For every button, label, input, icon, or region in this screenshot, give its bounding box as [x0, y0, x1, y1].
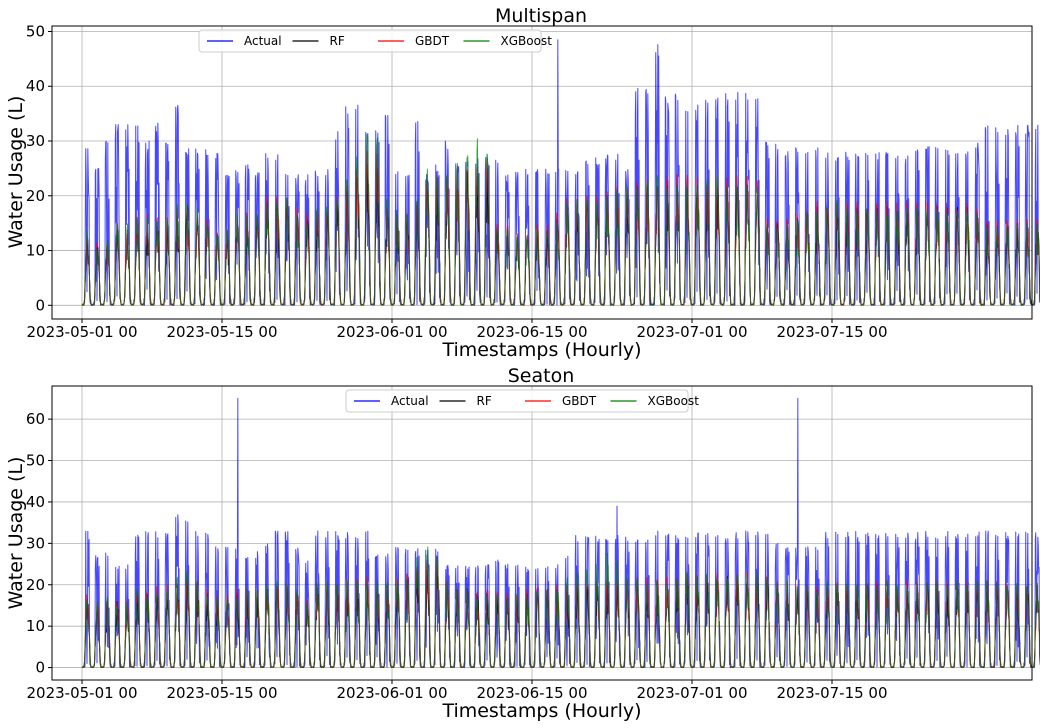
- multispan-y-tick-label: 40: [26, 77, 45, 95]
- seaton-x-tick-label: 2023-07-15 00: [776, 684, 887, 702]
- multispan-x-axis-label: Timestamps (Hourly): [441, 339, 641, 361]
- multispan-y-tick-label: 30: [26, 132, 45, 150]
- seaton-x-axis-label: Timestamps (Hourly): [441, 700, 641, 722]
- seaton-legend-label-actual: Actual: [391, 394, 429, 408]
- multispan-x-tick-label: 2023-06-15 00: [476, 323, 587, 341]
- multispan-y-tick-label: 0: [35, 296, 45, 314]
- seaton-y-tick-label: 50: [26, 452, 45, 470]
- multispan-legend-label-rf: RF: [330, 34, 345, 48]
- seaton-y-ticks: 0 10 20 30 40 50 60: [26, 410, 52, 677]
- seaton-legend: Actual RF GBDT XGBoost: [345, 389, 700, 413]
- seaton-x-tick-label: 2023-06-01 00: [336, 684, 447, 702]
- seaton-legend-label-gbdt: GBDT: [562, 394, 597, 408]
- seaton-title: Seaton: [508, 365, 575, 387]
- multispan-series-xgboost-line: [81, 133, 1040, 306]
- seaton-y-tick-label: 40: [26, 493, 45, 511]
- seaton-x-tick-label: 2023-05-01 00: [26, 684, 137, 702]
- multispan-y-tick-label: 20: [26, 187, 45, 205]
- seaton-series: [81, 397, 1040, 669]
- multispan-series: [81, 39, 1040, 306]
- seaton-x-tick-label: 2023-05-15 00: [166, 684, 277, 702]
- multispan-legend: Actual RF GBDT XGBoost: [198, 29, 553, 53]
- multispan-x-tick-label: 2023-07-15 00: [776, 323, 887, 341]
- multispan-x-tick-label: 2023-05-15 00: [166, 323, 277, 341]
- multispan-legend-label-gbdt: GBDT: [415, 34, 450, 48]
- multispan-x-ticks: 2023-05-01 00 2023-05-15 00 2023-06-01 00 2…: [26, 319, 888, 341]
- seaton-x-ticks: 2023-05-01 00 2023-05-15 00 2023-06-01 00 2…: [26, 680, 888, 702]
- multispan-y-tick-label: 10: [26, 242, 45, 260]
- multispan-title: Multispan: [495, 5, 587, 27]
- multispan-plot-frame: [51, 25, 1033, 320]
- seaton-legend-frame: [345, 389, 689, 413]
- seaton-y-tick-label: 20: [26, 576, 45, 594]
- seaton-series-xgboost-line: [81, 546, 1040, 669]
- multispan-y-ticks: 0 10 20 30 40 50: [26, 22, 52, 314]
- multispan-x-tick-label: 2023-06-01 00: [336, 323, 447, 341]
- seaton-legend-label-rf: RF: [477, 394, 492, 408]
- seaton-x-tick-label: 2023-06-15 00: [476, 684, 587, 702]
- multispan-x-tick-label: 2023-05-01 00: [26, 323, 137, 341]
- seaton-y-tick-label: 10: [26, 617, 45, 635]
- multispan-y-tick-label: 50: [26, 22, 45, 40]
- multispan-y-axis-label: Water Usage (L): [5, 96, 27, 249]
- multispan-legend-frame: [198, 29, 542, 53]
- seaton-plot-frame: [51, 385, 1033, 681]
- seaton-legend-label-xgboost: XGBoost: [648, 394, 700, 408]
- multispan-x-tick-label: 2023-07-01 00: [636, 323, 747, 341]
- seaton-y-axis-label: Water Usage (L): [5, 457, 27, 610]
- multispan-legend-label-actual: Actual: [244, 34, 282, 48]
- seaton-x-tick-label: 2023-07-01 00: [636, 684, 747, 702]
- multispan-legend-label-xgboost: XGBoost: [501, 34, 553, 48]
- seaton-y-tick-label: 0: [35, 659, 45, 677]
- seaton-y-tick-label: 60: [26, 410, 45, 428]
- seaton-y-tick-label: 30: [26, 534, 45, 552]
